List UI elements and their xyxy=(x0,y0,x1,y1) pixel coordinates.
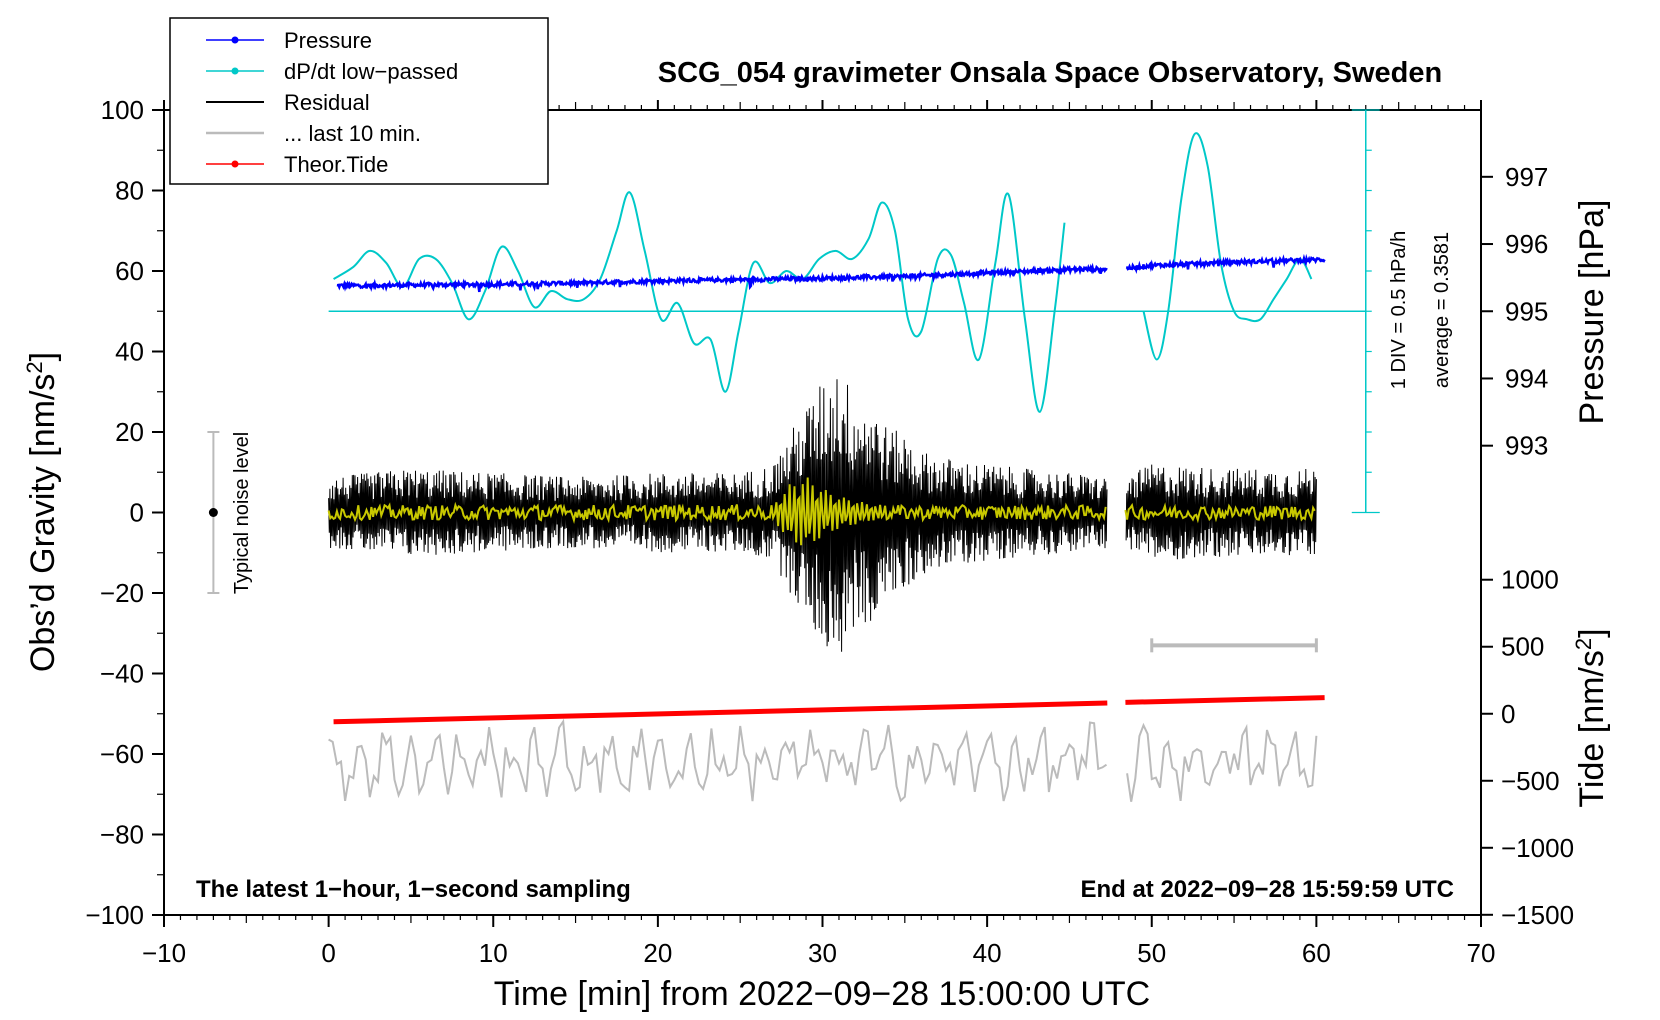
dpdt-line-after-gap xyxy=(1142,132,1313,361)
series-layer xyxy=(327,132,1366,803)
tide-tick-label: 0 xyxy=(1501,699,1515,729)
axis-ticks: −10 0 10 20 30 40 50 60 70−100−80−60−40−20020406… xyxy=(85,95,1574,968)
annotations-layer xyxy=(207,109,1380,653)
residual-smoothed-line xyxy=(327,477,1316,546)
pressure-tick-label: 995 xyxy=(1505,296,1548,326)
residual-line xyxy=(328,379,1317,652)
tide-tick-label: −1000 xyxy=(1501,833,1574,863)
y-axis-title-tide-main: Tide [nm/s xyxy=(1573,650,1611,807)
note-end-time: End at 2022−09−28 15:59:59 UTC xyxy=(1080,876,1454,903)
y-left-tick-label: 80 xyxy=(115,176,144,206)
x-axis-title: Time [min] from 2022−09−28 15:00:00 UTC xyxy=(494,975,1150,1013)
legend-label-residual: Residual xyxy=(284,90,370,115)
tide-line-after-gap xyxy=(1125,695,1325,705)
x-tick-label: 30 xyxy=(808,938,837,968)
dpdt-line xyxy=(333,191,1066,413)
tide-tick-label: 500 xyxy=(1501,632,1544,662)
tide-tick-label: −1500 xyxy=(1501,900,1574,930)
noise-level-center xyxy=(208,508,218,517)
x-tick-label: −10 xyxy=(142,938,186,968)
legend-item-residual: Residual xyxy=(206,90,370,115)
noise-level-label: Typical noise level xyxy=(231,432,253,594)
pressure-tick-label: 996 xyxy=(1505,229,1548,259)
x-tick-label: 10 xyxy=(479,938,508,968)
x-tick-label: 60 xyxy=(1302,938,1331,968)
y-left-tick-label: −40 xyxy=(100,659,144,689)
legend-label-tide: Theor.Tide xyxy=(284,152,388,177)
y-axis-title-left: Obs’d Gravity [nm/s2] xyxy=(22,352,62,672)
legend-item-last10: ... last 10 min. xyxy=(206,121,421,146)
y-axis-title-tide-sup: 2 xyxy=(1571,638,1596,650)
y-axis-title-left-tail: ] xyxy=(24,352,62,361)
pressure-line xyxy=(336,253,1326,293)
dpdt-scale-label: 1 DIV = 0.5 hPa/h xyxy=(1388,231,1410,389)
y-axis-title-pressure: Pressure [hPa] xyxy=(1573,200,1611,425)
x-tick-label: 50 xyxy=(1137,938,1166,968)
x-tick-label: 0 xyxy=(321,938,335,968)
chart-title: SCG_054 gravimeter Onsala Space Observat… xyxy=(658,57,1442,89)
legend: Pressure dP/dt low−passed Residual ... l… xyxy=(169,17,549,185)
y-left-tick-label: 0 xyxy=(130,498,144,528)
tide-tick-label: 1000 xyxy=(1501,565,1559,595)
legend-item-pressure: Pressure xyxy=(206,28,372,53)
y-left-tick-label: −20 xyxy=(100,578,144,608)
legend-marker-tide xyxy=(231,160,239,168)
pressure-tick-label: 993 xyxy=(1505,431,1548,461)
legend-label-dpdt: dP/dt low−passed xyxy=(284,59,458,84)
last10-line xyxy=(328,718,1318,803)
y-left-tick-label: 40 xyxy=(115,337,144,367)
y-left-tick-label: −100 xyxy=(85,900,144,930)
y-left-tick-label: 60 xyxy=(115,256,144,286)
x-tick-label: 70 xyxy=(1467,938,1496,968)
note-latest-hour: The latest 1−hour, 1−second sampling xyxy=(196,876,631,903)
tide-line xyxy=(333,700,1108,725)
tide-tick-label: −500 xyxy=(1501,766,1560,796)
y-axis-title-left-sup: 2 xyxy=(22,361,47,373)
y-left-tick-label: −60 xyxy=(100,739,144,769)
x-tick-label: 40 xyxy=(973,938,1002,968)
legend-marker-pressure xyxy=(231,36,239,44)
legend-item-tide: Theor.Tide xyxy=(206,152,388,177)
legend-item-dpdt: dP/dt low−passed xyxy=(206,59,458,84)
y-left-tick-label: 100 xyxy=(101,95,144,125)
legend-label-pressure: Pressure xyxy=(284,28,372,53)
dpdt-average-label: average = 0.3581 xyxy=(1431,232,1453,388)
pressure-tick-label: 994 xyxy=(1505,363,1548,393)
y-axis-title-tide-tail: ] xyxy=(1573,628,1611,637)
legend-label-last10: ... last 10 min. xyxy=(284,121,421,146)
y-left-tick-label: −80 xyxy=(100,820,144,850)
x-tick-label: 20 xyxy=(643,938,672,968)
y-left-tick-label: 20 xyxy=(115,417,144,447)
pressure-tick-label: 997 xyxy=(1505,162,1548,192)
y-axis-title-tide: Tide [nm/s2] xyxy=(1571,628,1611,807)
legend-marker-dpdt xyxy=(231,67,239,75)
y-axis-title-left-main: Obs’d Gravity [nm/s xyxy=(24,374,62,673)
